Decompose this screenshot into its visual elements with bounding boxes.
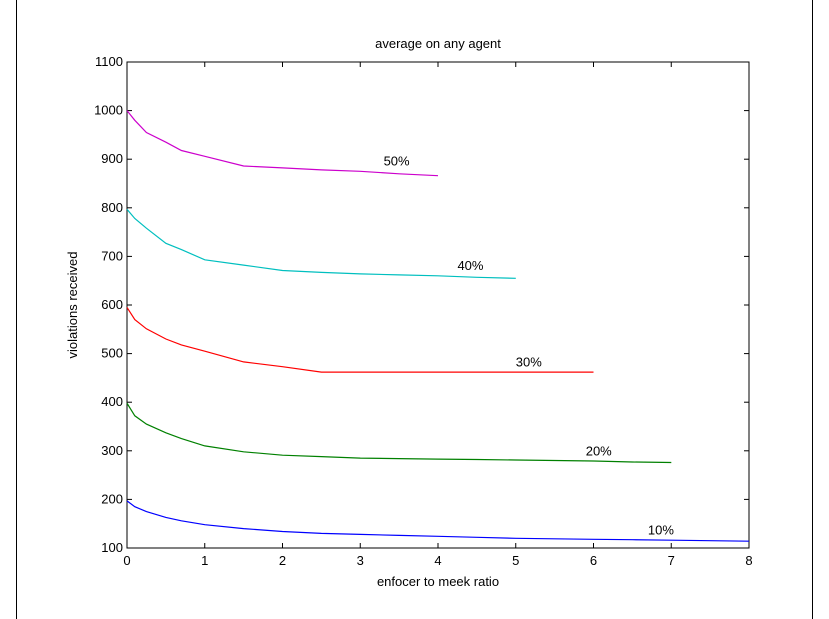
y-tick-label: 500 bbox=[101, 346, 123, 361]
x-tick-label: 8 bbox=[745, 553, 752, 568]
x-tick-label: 5 bbox=[512, 553, 519, 568]
y-axis-label: violations received bbox=[65, 252, 80, 359]
series-line-40pct bbox=[126, 208, 516, 279]
y-tick-label: 100 bbox=[101, 540, 123, 555]
series-label-50pct: 50% bbox=[384, 154, 410, 169]
figure-border-left bbox=[16, 0, 17, 619]
series-layer: 50% 40% 30% 20% 10% bbox=[126, 110, 750, 542]
y-tick-label: 400 bbox=[101, 394, 123, 409]
x-tick-label: 1 bbox=[201, 553, 208, 568]
x-tick-label: 3 bbox=[357, 553, 364, 568]
figure-border-right bbox=[812, 0, 813, 619]
series-label-20pct: 20% bbox=[586, 444, 612, 459]
series-line-30pct bbox=[126, 307, 594, 373]
chart-title: average on any agent bbox=[375, 36, 501, 51]
x-tick-label: 0 bbox=[123, 553, 130, 568]
y-tick-label: 600 bbox=[101, 297, 123, 312]
y-tick-label: 200 bbox=[101, 491, 123, 506]
y-tick-label: 1000 bbox=[94, 103, 123, 118]
y-tick-label: 900 bbox=[101, 151, 123, 166]
series-label-40pct: 40% bbox=[457, 258, 483, 273]
x-tick-label: 2 bbox=[279, 553, 286, 568]
y-tick-label: 1100 bbox=[95, 54, 123, 69]
plot-area bbox=[126, 61, 750, 549]
series-line-10pct bbox=[126, 500, 750, 542]
series-line-50pct bbox=[126, 110, 439, 177]
y-tick-label: 800 bbox=[101, 200, 123, 215]
axis-ticks: 0 1 2 3 4 5 6 7 8 100 200 300 400 500 600 700 800 900 1000… bbox=[94, 54, 753, 568]
series-label-10pct: 10% bbox=[648, 522, 674, 537]
series-line-20pct bbox=[126, 402, 672, 464]
x-tick-label: 4 bbox=[434, 553, 441, 568]
x-tick-label: 7 bbox=[668, 553, 675, 568]
y-tick-label: 700 bbox=[101, 248, 123, 263]
series-label-30pct: 30% bbox=[516, 355, 542, 370]
y-tick-label: 300 bbox=[101, 443, 123, 458]
x-tick-label: 6 bbox=[590, 553, 597, 568]
x-axis-label: enfocer to meek ratio bbox=[377, 574, 499, 589]
